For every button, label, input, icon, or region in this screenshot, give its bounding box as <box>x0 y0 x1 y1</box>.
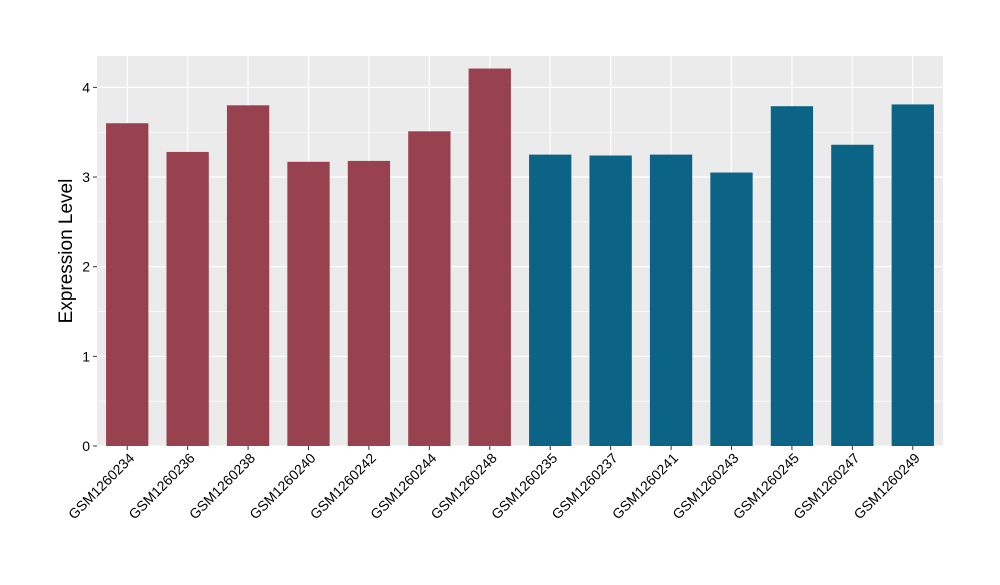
bar-GSM1260236 <box>166 151 209 446</box>
x-axis: GSM1260234GSM1260236GSM1260238GSM1260240… <box>65 446 923 522</box>
bar-GSM1260248 <box>468 68 511 446</box>
plot-panel <box>97 56 943 446</box>
bar-GSM1260238 <box>226 105 270 446</box>
y-tick-label: 2 <box>82 259 90 275</box>
y-tick-label: 1 <box>82 348 90 364</box>
y-tick-label: 4 <box>82 79 90 95</box>
bar-GSM1260244 <box>408 131 451 446</box>
bar-GSM1260235 <box>529 154 572 446</box>
bar-GSM1260249 <box>891 104 934 447</box>
y-axis-title: Expression Level <box>56 179 77 324</box>
bar-GSM1260245 <box>770 106 814 446</box>
bar-GSM1260234 <box>106 123 149 446</box>
bar-GSM1260241 <box>649 154 693 446</box>
bars <box>106 68 934 447</box>
y-axis: 0 1 2 3 4 <box>82 79 97 454</box>
bar-GSM1260247 <box>831 144 874 447</box>
bar-GSM1260242 <box>347 160 391 446</box>
bar-GSM1260237 <box>589 155 632 446</box>
y-tick-label: 0 <box>82 438 90 454</box>
bar-GSM1260243 <box>710 172 753 446</box>
bar-GSM1260240 <box>287 161 330 447</box>
y-tick-label: 3 <box>82 169 90 185</box>
